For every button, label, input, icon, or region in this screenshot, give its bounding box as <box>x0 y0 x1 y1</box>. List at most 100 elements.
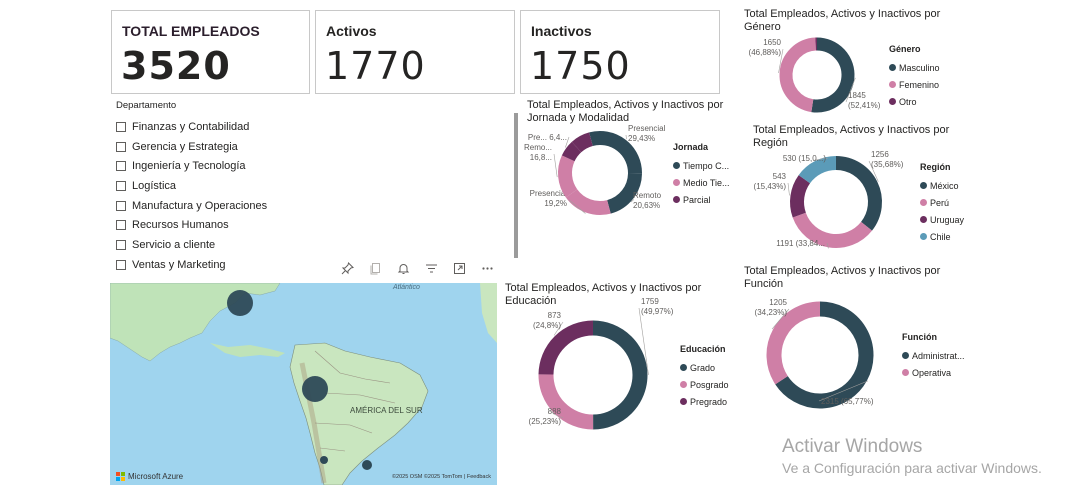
region-legend-item[interactable]: Uruguay <box>920 211 964 228</box>
region-slice[interactable] <box>790 175 811 218</box>
map-provider-label: Microsoft Azure <box>128 472 184 481</box>
genero-slice[interactable] <box>779 37 817 113</box>
region-legend-item[interactable]: México <box>920 177 964 194</box>
genero-slice[interactable] <box>811 37 855 113</box>
jornada-legend-item[interactable]: Parcial <box>673 191 730 208</box>
kpi-inactivos-label: Inactivos <box>531 23 592 39</box>
funcion-legend-item[interactable]: Administrat... <box>902 347 965 364</box>
employees-map[interactable]: Atlántico AMÉRICA DEL SUR Microsoft Azur… <box>110 283 497 485</box>
legend-dot-icon <box>920 182 927 189</box>
checkbox[interactable] <box>116 220 126 231</box>
jornada-slice[interactable] <box>565 188 611 215</box>
jornada-legend-item[interactable]: Medio Tie... <box>673 174 730 191</box>
legend-dot-icon <box>920 233 927 240</box>
region-legend-item[interactable]: Chile <box>920 228 964 245</box>
educacion-legend-item[interactable]: Pregrado <box>680 393 729 410</box>
map-bubble[interactable] <box>227 290 253 316</box>
jornada-data-label: 20,63% <box>633 201 660 210</box>
region-data-label: 1191 (33,84... <box>776 239 825 248</box>
department-item[interactable]: Finanzas y Contabilidad <box>116 117 316 137</box>
region-legend-label: México <box>930 180 959 191</box>
region-legend-item[interactable]: Perú <box>920 194 964 211</box>
kpi-card-inactivos[interactable]: Inactivos 1750 <box>520 10 720 94</box>
department-slicer-title: Departamento <box>116 100 177 111</box>
checkbox[interactable] <box>116 121 126 132</box>
educacion-slice[interactable] <box>538 374 594 430</box>
jornada-leader-line <box>553 153 558 178</box>
legend-dot-icon <box>680 398 687 405</box>
educacion-slice[interactable] <box>538 320 594 375</box>
educacion-slice[interactable] <box>592 320 648 430</box>
checkbox[interactable] <box>116 180 126 191</box>
checkbox[interactable] <box>116 141 126 152</box>
jornada-slice[interactable] <box>558 155 578 198</box>
genero-leader-line <box>778 48 784 73</box>
kpi-total-label: TOTAL EMPLEADOS <box>122 23 260 39</box>
visual-toolbar <box>338 259 496 277</box>
department-item[interactable]: Gerencia y Estrategia <box>116 137 316 157</box>
kpi-total-value: 3520 <box>121 44 231 88</box>
legend-dot-icon <box>673 162 680 169</box>
checkbox[interactable] <box>116 200 126 211</box>
focus-mode-icon[interactable] <box>450 259 468 277</box>
map-bubble[interactable] <box>320 456 328 464</box>
scrollbar[interactable] <box>514 113 518 258</box>
checkbox[interactable] <box>116 239 126 250</box>
department-item[interactable]: Logística <box>116 176 316 196</box>
department-item[interactable]: Ventas y Marketing <box>116 255 316 275</box>
jornada-slice[interactable] <box>589 131 642 174</box>
region-leader-line <box>814 157 829 161</box>
checkbox[interactable] <box>116 259 126 270</box>
department-item-label: Ventas y Marketing <box>132 258 226 271</box>
bell-icon[interactable] <box>394 259 412 277</box>
genero-legend-item[interactable]: Masculino <box>889 59 940 76</box>
educacion-leader-line <box>553 321 564 336</box>
legend-dot-icon <box>920 216 927 223</box>
department-item-label: Ingeniería y Tecnología <box>132 160 246 173</box>
department-item[interactable]: Servicio a cliente <box>116 235 316 255</box>
educacion-leader-line <box>553 413 564 419</box>
funcion-leader-line <box>818 380 869 402</box>
map-bubble[interactable] <box>362 460 372 470</box>
jornada-legend-item[interactable]: Tiempo C... <box>673 157 730 174</box>
genero-legend-item[interactable]: Femenino <box>889 76 940 93</box>
educacion-leader-line <box>638 307 649 375</box>
region-slice[interactable] <box>835 156 882 231</box>
genero-legend-item[interactable]: Otro <box>889 93 940 110</box>
educacion-legend-item[interactable]: Grado <box>680 359 729 376</box>
map-attribution[interactable]: ©2025 OSM ©2025 TomTom | Feedback <box>391 474 491 480</box>
genero-data-label: 1845 <box>848 91 866 100</box>
department-item[interactable]: Manufactura y Operaciones <box>116 196 316 216</box>
jornada-slice[interactable] <box>571 132 594 153</box>
kpi-card-activos[interactable]: Activos 1770 <box>315 10 515 94</box>
jornada-data-label: 16,8... <box>530 153 552 162</box>
jornada-slice[interactable] <box>561 141 582 162</box>
region-slice[interactable] <box>792 212 873 248</box>
funcion-legend-item[interactable]: Operativa <box>902 364 965 381</box>
department-item[interactable]: Ingeniería y Tecnología <box>116 156 316 176</box>
checkbox[interactable] <box>116 161 126 172</box>
region-data-label: 1256 <box>871 150 889 159</box>
legend-dot-icon <box>889 98 896 105</box>
funcion-slice[interactable] <box>775 301 874 409</box>
more-options-icon[interactable] <box>478 259 496 277</box>
educacion-legend-label: Pregrado <box>690 396 728 407</box>
jornada-legend: Jornada Tiempo C... Medio Tie... Parcial <box>673 142 730 208</box>
map-continent-label: AMÉRICA DEL SUR <box>350 406 423 415</box>
jornada-slice[interactable] <box>606 173 642 214</box>
department-item-label: Finanzas y Contabilidad <box>132 120 250 133</box>
legend-dot-icon <box>680 381 687 388</box>
map-canvas <box>110 283 497 485</box>
pin-icon[interactable] <box>338 259 356 277</box>
copy-icon[interactable] <box>366 259 384 277</box>
filter-icon[interactable] <box>422 259 440 277</box>
funcion-data-label: (34,23%) <box>755 308 788 317</box>
map-bubble[interactable] <box>302 376 328 402</box>
educacion-legend-label: Posgrado <box>690 379 729 390</box>
funcion-slice[interactable] <box>766 301 821 385</box>
kpi-card-total[interactable]: TOTAL EMPLEADOS 3520 <box>111 10 310 94</box>
department-item[interactable]: Recursos Humanos <box>116 215 316 235</box>
region-legend-title: Región <box>920 162 951 172</box>
educacion-legend-item[interactable]: Posgrado <box>680 376 729 393</box>
region-slice[interactable] <box>798 156 837 184</box>
